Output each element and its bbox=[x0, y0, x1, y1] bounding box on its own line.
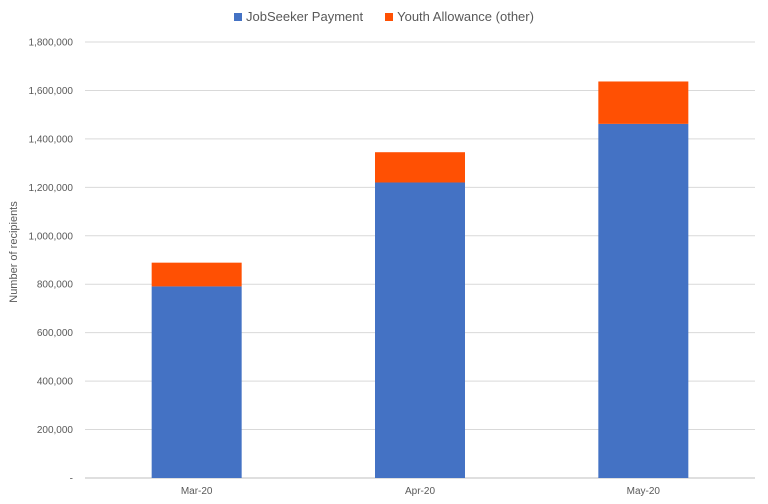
bar-jobseeker bbox=[151, 286, 242, 478]
legend-swatch-jobseeker bbox=[234, 12, 243, 21]
y-tick-label: 1,600,000 bbox=[29, 86, 74, 97]
y-tick-label: 1,200,000 bbox=[29, 183, 74, 194]
legend-item-youth-allowance: Youth Allowance (other) bbox=[385, 9, 534, 24]
legend-item-jobseeker: JobSeeker Payment bbox=[234, 9, 363, 24]
legend-label-jobseeker: JobSeeker Payment bbox=[246, 9, 364, 24]
y-tick-label: 400,000 bbox=[37, 377, 74, 388]
x-tick-label: Apr-20 bbox=[405, 486, 435, 497]
y-tick-label: 1,000,000 bbox=[29, 231, 74, 242]
legend-swatch-youth-allowance bbox=[385, 12, 394, 21]
y-tick-label: 600,000 bbox=[37, 328, 74, 339]
bar-jobseeker bbox=[598, 123, 689, 479]
bar-youth-allowance bbox=[598, 81, 689, 124]
y-tick-label: 800,000 bbox=[37, 280, 74, 291]
bar-jobseeker bbox=[375, 182, 465, 478]
bar-youth-allowance bbox=[375, 152, 465, 183]
bar-youth-allowance bbox=[151, 262, 242, 287]
y-tick-label: 1,400,000 bbox=[29, 134, 74, 145]
y-tick-label: - bbox=[70, 474, 73, 485]
y-tick-label: 200,000 bbox=[37, 425, 74, 436]
chart-legend: JobSeeker Payment Youth Allowance (other… bbox=[0, 9, 768, 24]
x-tick-label: Mar-20 bbox=[181, 486, 213, 497]
x-tick-label: May-20 bbox=[627, 486, 661, 497]
y-tick-label: 1,800,000 bbox=[29, 38, 74, 49]
legend-label-youth-allowance: Youth Allowance (other) bbox=[397, 9, 534, 24]
